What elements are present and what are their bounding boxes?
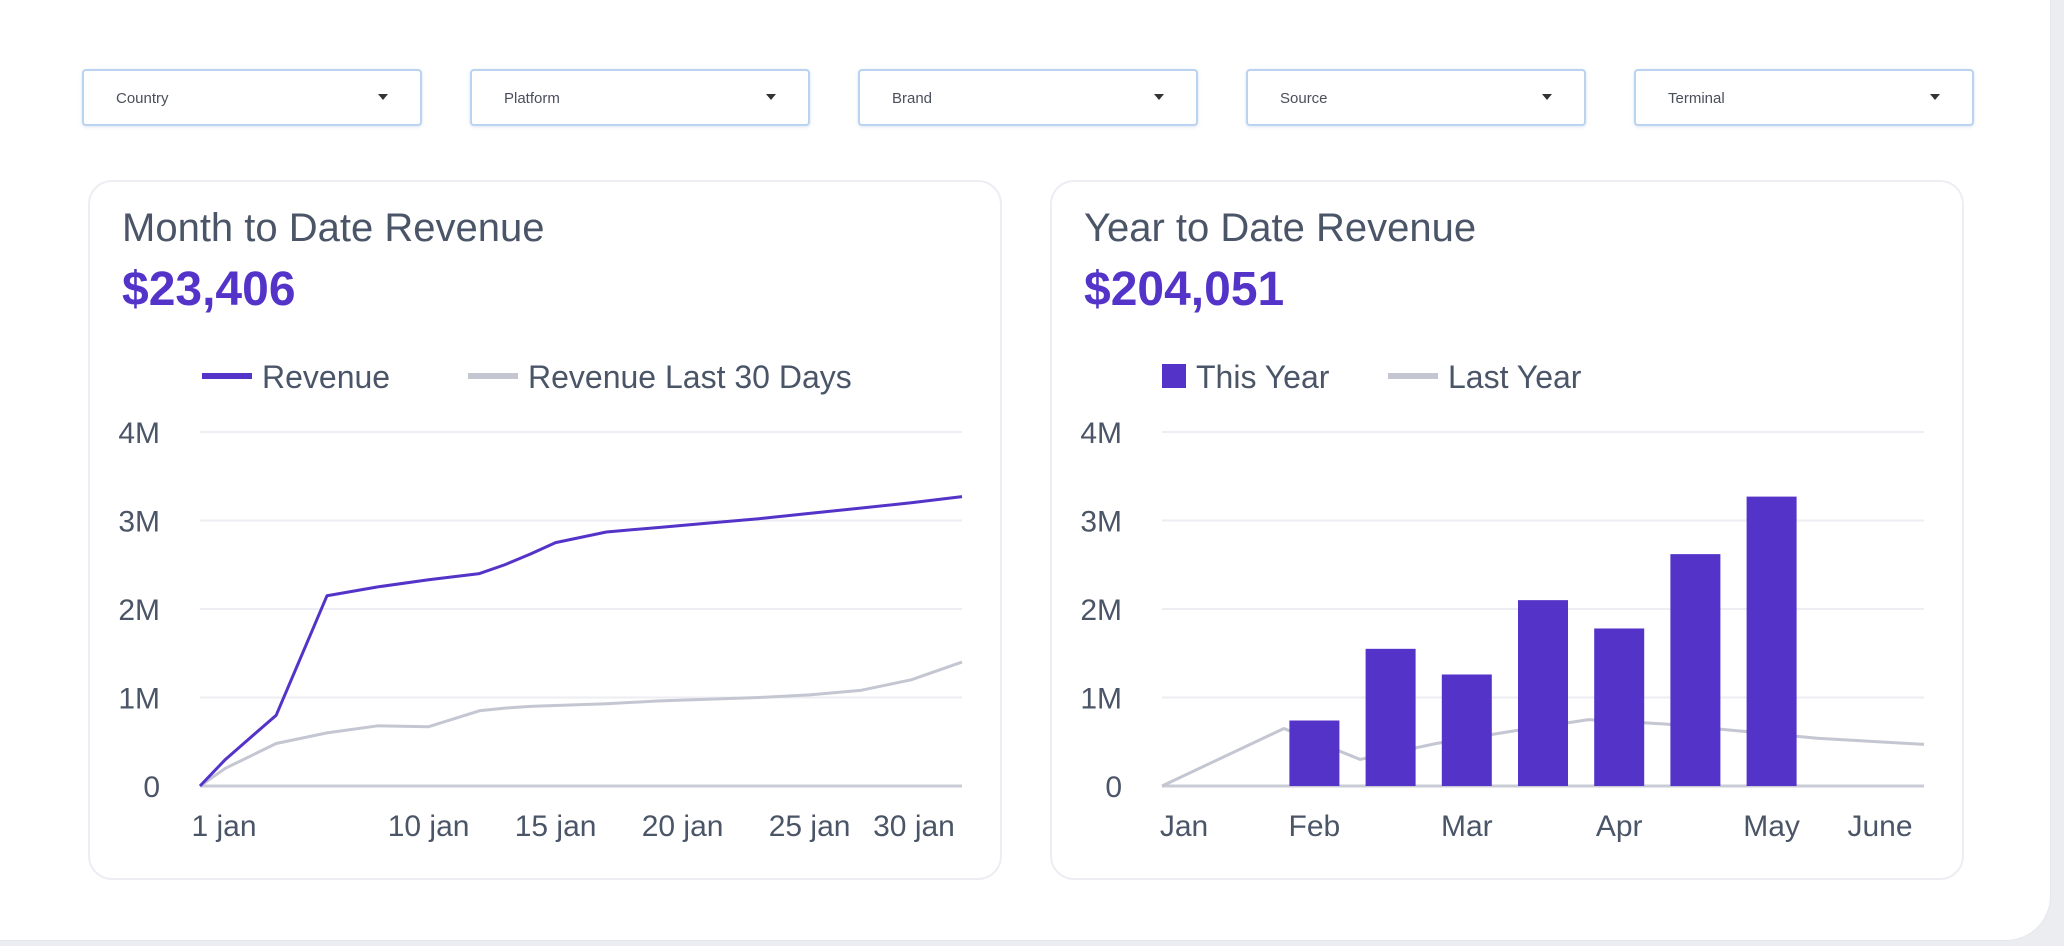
legend-label-this-year: This Year [1196, 359, 1330, 395]
brand-dropdown-label: Brand [892, 90, 933, 107]
ytd-x-axis: Jan Feb Mar Apr May June [1160, 810, 1913, 843]
ytd-this-year-series [1289, 496, 1797, 786]
country-dropdown[interactable]: Country [82, 69, 422, 126]
x-tick-label: June [1847, 810, 1912, 843]
mtd-legend: Revenue Revenue Last 30 Days [202, 359, 852, 395]
legend-label-last-year: Last Year [1448, 359, 1582, 395]
mtd-y-axis: 0 1M 2M 3M 4M [118, 417, 160, 804]
legend-label-revenue-last-30-days: Revenue Last 30 Days [528, 359, 852, 395]
y-tick-label: 4M [118, 417, 160, 450]
x-tick-label: Mar [1441, 810, 1493, 843]
chevron-down-icon [1542, 94, 1552, 100]
y-tick-label: 1M [1080, 683, 1122, 716]
country-dropdown-label: Country [116, 90, 169, 107]
chevron-down-icon [1930, 94, 1940, 100]
bar-this-year [1594, 628, 1645, 786]
mtd-x-axis: 1 jan 10 jan 15 jan 20 jan 25 jan 30 jan [191, 810, 954, 843]
ytd-legend: This Year Last Year [1162, 359, 1582, 395]
x-tick-label: 1 jan [191, 810, 256, 843]
y-tick-label: 0 [1105, 771, 1122, 804]
platform-dropdown-label: Platform [504, 90, 560, 107]
mtd-revenue-chart: Revenue Revenue Last 30 Days 0 1M 2M 3M 4M 1… [118, 359, 963, 843]
brand-dropdown[interactable]: Brand [858, 69, 1198, 126]
mtd-gridlines [200, 431, 962, 788]
x-tick-label: 15 jan [515, 810, 597, 843]
mtd-revenue-value: $23,406 [122, 263, 296, 316]
bar-this-year [1670, 554, 1721, 786]
series-line-revenue-last-30-days [199, 660, 963, 788]
x-tick-label: 30 jan [873, 810, 955, 843]
y-tick-label: 3M [118, 506, 160, 539]
x-tick-label: Apr [1596, 810, 1643, 843]
x-tick-label: 25 jan [769, 810, 851, 843]
platform-dropdown[interactable]: Platform [470, 69, 810, 126]
chevron-down-icon [378, 94, 388, 100]
ytd-revenue-value: $204,051 [1084, 263, 1285, 316]
mtd-series [198, 495, 963, 788]
source-dropdown[interactable]: Source [1246, 69, 1586, 126]
legend-swatch-this-year [1162, 364, 1186, 388]
chevron-down-icon [766, 94, 776, 100]
bar-this-year [1441, 674, 1492, 786]
series-line-revenue [198, 495, 963, 788]
bar-this-year [1365, 648, 1416, 786]
terminal-dropdown[interactable]: Terminal [1634, 69, 1974, 126]
x-tick-label: Feb [1289, 810, 1341, 843]
ytd-revenue-chart: This Year Last Year 0 1M 2M 3M 4M Jan Feb Mar A… [1080, 359, 1925, 843]
x-tick-label: 20 jan [642, 810, 724, 843]
bar-this-year [1289, 720, 1340, 786]
mtd-card-title: Month to Date Revenue [122, 206, 545, 250]
bar-this-year [1746, 496, 1797, 786]
x-tick-label: May [1743, 810, 1800, 843]
chevron-down-icon [1154, 94, 1164, 100]
legend-label-revenue: Revenue [262, 359, 390, 395]
y-tick-label: 3M [1080, 506, 1122, 539]
mtd-revenue-card: Month to Date Revenue $23,406 Revenue Re… [88, 180, 1002, 880]
y-tick-label: 2M [118, 594, 160, 627]
x-tick-label: 10 jan [388, 810, 470, 843]
ytd-revenue-card: Year to Date Revenue $204,051 This Year … [1050, 180, 1964, 880]
y-tick-label: 4M [1080, 417, 1122, 450]
y-tick-label: 0 [143, 771, 160, 804]
source-dropdown-label: Source [1280, 90, 1328, 107]
bar-this-year [1518, 600, 1568, 786]
ytd-card-title: Year to Date Revenue [1084, 206, 1477, 250]
x-tick-label: Jan [1160, 810, 1208, 843]
terminal-dropdown-label: Terminal [1668, 90, 1725, 107]
filter-bar: Country Platform Brand Source Terminal [82, 69, 1976, 129]
ytd-y-axis: 0 1M 2M 3M 4M [1080, 417, 1122, 804]
y-tick-label: 1M [118, 683, 160, 716]
y-tick-label: 2M [1080, 594, 1122, 627]
